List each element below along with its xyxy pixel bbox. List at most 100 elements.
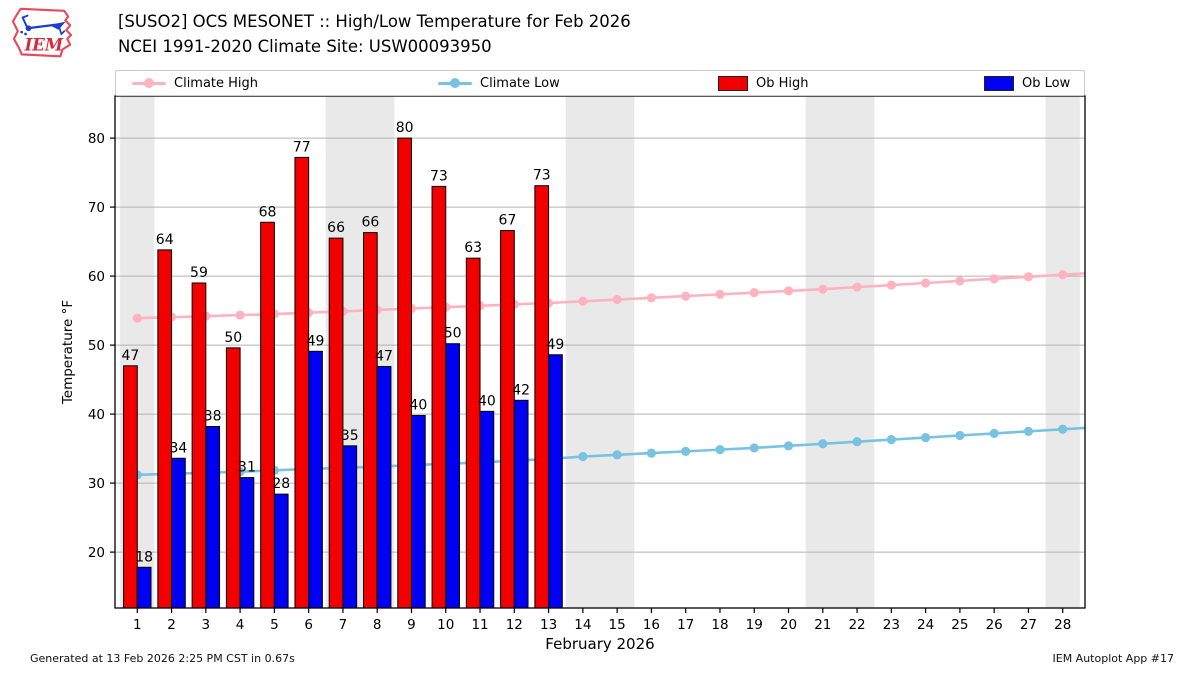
x-tick-label: 27 [1020,617,1037,633]
x-tick-label: 19 [746,617,763,633]
climate-low-marker [989,428,999,439]
bar-label: 64 [156,232,174,248]
y-tick-label: 60 [88,269,105,285]
x-tick-label: 25 [951,617,968,633]
climate-low-marker [1058,424,1068,434]
climate-high-marker [132,313,142,323]
climate-high-marker [989,274,999,284]
bar-label: 47 [122,348,140,364]
x-tick-label: 28 [1054,617,1071,633]
climate-high-marker [921,278,931,288]
legend-item-climate-high: Climate High [132,71,258,95]
climate-low-marker [646,448,657,458]
ob-low-bar [171,457,186,609]
x-tick-label: 13 [540,617,557,633]
iem-logo: IEM [8,4,78,66]
climate-low-marker [921,432,931,443]
x-tick-label: 17 [677,617,694,633]
x-tick-label: 9 [407,617,416,633]
ob-high-bar [123,365,138,609]
x-tick-label: 3 [202,617,211,633]
bar-label: 49 [547,337,565,353]
bar-label: 68 [259,204,277,220]
bar-label: 35 [341,428,359,444]
ob-high-bar [362,232,378,609]
x-tick-label: 22 [848,617,865,633]
x-tick-label: 23 [883,617,900,633]
climate-high-marker [612,294,622,305]
bar-label: 42 [512,382,530,398]
ob-high-bar [397,137,412,609]
legend-item-climate-low: Climate Low [438,71,560,95]
y-tick-label: 40 [88,407,105,423]
ob-high-bar [294,156,310,609]
ob-high-bar [191,282,207,609]
ob-high-bar [534,185,550,609]
bar-label: 67 [499,213,517,229]
x-tick-label: 12 [506,617,523,633]
y-tick-label: 30 [88,476,105,492]
climate-high-marker [235,310,245,320]
bar-label: 31 [238,460,256,476]
y-tick-label: 20 [88,545,105,561]
weekend-band [1045,96,1080,608]
x-tick-label: 18 [711,617,728,633]
bar-label: 73 [533,168,551,184]
climate-high-marker [1058,270,1068,280]
x-tick-label: 16 [643,617,660,633]
bar-label: 80 [396,120,414,136]
plot-border [114,95,1086,609]
ob-high-bar [465,257,481,609]
bar-label: 40 [478,393,496,409]
x-tick-label: 24 [917,617,934,633]
ob-low-bar [548,354,563,609]
climate-high-marker [646,293,657,303]
ob-low-bar [239,477,255,609]
x-tick-label: 20 [780,617,797,633]
bar-label: 38 [204,409,222,425]
x-tick-label: 2 [167,617,176,633]
ob-low-bar [513,399,529,609]
ob-high-swatch-icon [718,75,748,91]
climate-low-line-icon [438,78,472,88]
x-tick-label: 15 [609,617,626,633]
ob-low-bar [205,426,221,609]
x-tick-label: 7 [339,617,348,633]
weekend-band [805,96,875,608]
iem-logo-text: IEM [24,36,64,55]
bar-label: 66 [327,220,345,236]
ob-low-bar [342,445,358,609]
climate-high-marker [749,288,759,298]
ob-low-swatch-icon [984,75,1014,91]
legend-item-ob-low: Ob Low [984,71,1070,95]
ob-low-bar [308,350,323,609]
climate-low-marker [578,451,588,462]
climate-high-marker [783,286,794,296]
legend-label: Ob High [756,75,809,91]
x-tick-label: 5 [270,617,279,633]
climate-low-marker [1023,426,1034,436]
ob-low-bar [479,410,495,609]
legend-label: Climate High [174,75,259,91]
x-tick-label: 1 [133,617,142,633]
bar-label: 34 [169,440,187,456]
y-tick-label: 50 [88,338,105,354]
x-tick-label: 6 [304,617,313,633]
climate-high-marker [852,282,862,292]
legend: Climate High Climate Low Ob High Ob Low [115,70,1085,96]
ob-high-bar [500,230,515,609]
x-tick-label: 10 [437,617,454,633]
climate-low-marker [886,435,896,445]
x-tick-label: 4 [236,617,245,633]
climate-low-marker [783,441,794,451]
generated-timestamp: Generated at 13 Feb 2026 2:25 PM CST in … [30,652,295,665]
legend-label: Ob Low [1022,75,1071,91]
bar-label: 66 [361,215,379,231]
iowa-outline-icon: IEM [11,7,73,58]
climate-high-line-icon [132,78,166,88]
x-tick-label: 26 [986,617,1003,633]
bar-label: 50 [224,330,242,346]
climate-high-marker [715,289,725,299]
climate-high-marker [818,284,828,294]
climate-low-marker [681,446,691,456]
